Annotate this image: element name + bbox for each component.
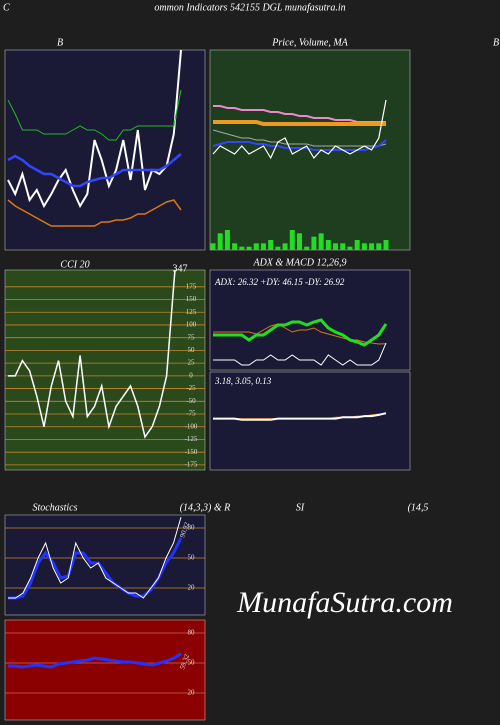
- panel-title: Price, Volume, MA: [271, 37, 348, 48]
- volume-bar: [260, 243, 266, 250]
- indicator-line: [212, 129, 387, 147]
- y-tick-label: 75: [188, 333, 196, 341]
- volume-bar: [289, 230, 295, 250]
- indicator-line: [8, 652, 182, 669]
- indicator-line: [212, 99, 387, 160]
- indicator-line: [8, 270, 176, 439]
- indicator-line: [213, 342, 387, 366]
- indicator-line: [213, 412, 387, 421]
- volume-bar: [217, 233, 223, 250]
- panel-title: SI: [296, 502, 305, 513]
- volume-bar: [376, 243, 382, 250]
- plot-area: [213, 318, 388, 366]
- y-tick-label: 20: [188, 584, 196, 592]
- panel-title: (14,3,3) & R: [180, 502, 231, 513]
- panel-background: [209, 269, 411, 371]
- volume-bar: [239, 246, 245, 250]
- panel-background: [4, 49, 206, 251]
- panel-subtitle: 3.18, 3.05, 0.13: [214, 376, 272, 386]
- plot-area: [8, 652, 182, 669]
- panel-title: Stochastics: [33, 502, 78, 513]
- y-tick-label: 80: [188, 629, 196, 637]
- indicator-line: [7, 153, 182, 188]
- volume-bar: [369, 243, 375, 250]
- y-tick-label: 50: [188, 554, 196, 562]
- volume-bar: [275, 246, 281, 250]
- panel-title: (14,5: [408, 502, 429, 513]
- y-tick-label: 0: [189, 371, 193, 379]
- panel-background: [209, 371, 411, 471]
- y-tick-label: -150: [185, 448, 198, 456]
- volume-bar: [333, 243, 339, 250]
- panel-subtitle: ADX: 26.32 +DY: 46.15 -DY: 26.92: [214, 277, 345, 287]
- y-tick-label: -100: [185, 422, 198, 430]
- y-tick-label: 50: [188, 659, 196, 667]
- y-tick-label: 175: [186, 282, 197, 290]
- y-tick-label: -125: [185, 435, 198, 443]
- volume-bar: [318, 233, 324, 250]
- header-prefix: C: [3, 2, 10, 13]
- volume-bar: [325, 240, 331, 250]
- y-tick-label: 100: [186, 321, 197, 329]
- y-tick-label: -175: [185, 461, 198, 469]
- y-tick-label: 50: [188, 346, 196, 354]
- volume-bar: [340, 243, 346, 250]
- plot-area: [8, 516, 183, 600]
- plot-area: [210, 99, 389, 250]
- indicator-line: [7, 199, 182, 227]
- volume-bar: [253, 243, 259, 250]
- y-tick-label: 80: [188, 524, 196, 532]
- volume-bar: [210, 243, 216, 250]
- volume-bar: [297, 233, 302, 250]
- panel-title: CCI 20: [60, 259, 89, 270]
- volume-bar: [232, 243, 238, 250]
- y-tick-label: 125: [186, 308, 197, 316]
- panel-title: ADX & MACD 12,26,9: [252, 257, 346, 268]
- indicator-line: [8, 516, 182, 599]
- watermark: MunafaSutra.com: [236, 586, 453, 619]
- y-tick-label: -50: [186, 397, 196, 405]
- header-edge: B: [493, 37, 499, 48]
- y-tick-label: 150: [186, 295, 197, 303]
- indicator-line: [213, 318, 388, 347]
- indicator-line: [213, 323, 387, 345]
- volume-bar: [347, 246, 353, 250]
- volume-bar: [224, 230, 230, 250]
- last-value-label: 347: [173, 263, 188, 274]
- volume-bar: [311, 236, 317, 250]
- panel-background: [209, 49, 411, 251]
- header-title: ommon Indicators 542155 DGL munafasutra.…: [154, 2, 345, 13]
- plot-area: [8, 270, 176, 439]
- volume-bar: [246, 246, 252, 250]
- volume-bar: [354, 240, 360, 250]
- panel-title: B: [57, 37, 63, 48]
- volume-bar: [268, 240, 274, 250]
- plot-area: [213, 412, 387, 421]
- indicator-line: [7, 89, 182, 141]
- y-tick-label: -25: [186, 384, 196, 392]
- panel-background: [4, 269, 206, 471]
- volume-bar: [383, 240, 389, 250]
- volume-bar: [304, 246, 310, 250]
- indicator-line: [213, 120, 386, 126]
- plot-area: [7, 50, 182, 227]
- y-tick-label: 25: [188, 359, 196, 367]
- volume-bar: [361, 243, 367, 250]
- indicator-line: [8, 537, 183, 600]
- volume-bar: [282, 243, 288, 250]
- panel-background: [4, 619, 206, 721]
- y-tick-label: -75: [186, 410, 196, 418]
- y-tick-label: 20: [188, 689, 196, 697]
